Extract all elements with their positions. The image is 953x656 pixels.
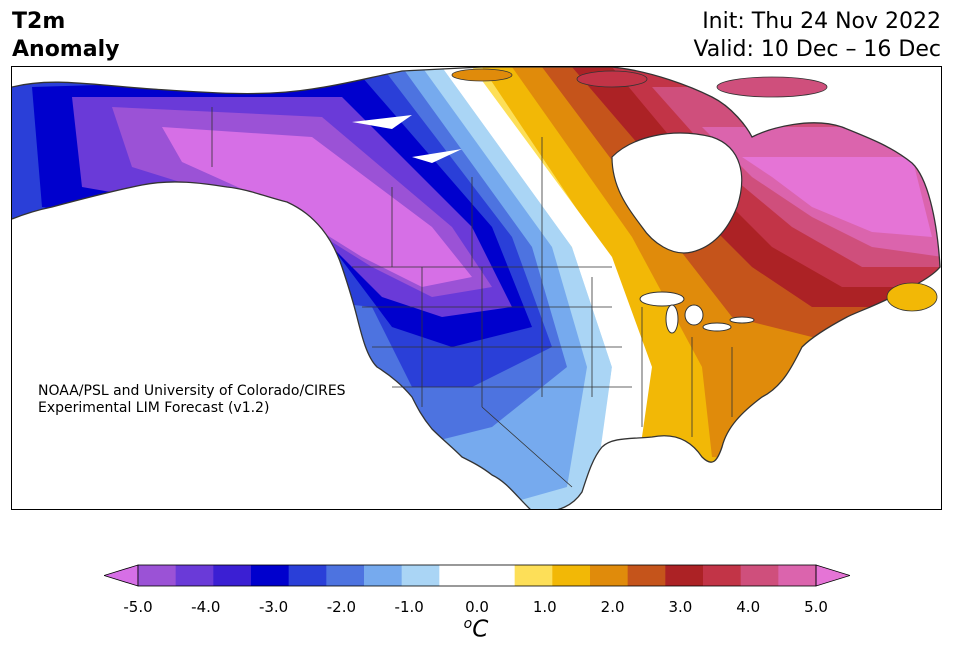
colorbar-unit: oC	[464, 616, 489, 643]
colorbar-outline	[137, 564, 817, 587]
hudson-bay	[611, 132, 743, 254]
colorbar-cell	[552, 565, 591, 586]
init-date: Init: Thu 24 Nov 2022	[702, 9, 941, 34]
colorbar-cell	[213, 565, 252, 586]
colorbar-cell	[364, 565, 403, 586]
credit-line-2: Experimental LIM Forecast (v1.2)	[38, 400, 270, 416]
colorbar-cell	[590, 565, 629, 586]
colorbar-extend-high	[815, 564, 850, 587]
colorbar-cells	[104, 564, 850, 587]
colorbar-cell	[439, 565, 478, 586]
political-borders	[211, 107, 733, 488]
colorbar-cell	[514, 565, 553, 586]
title-line-1: T2m	[12, 9, 66, 34]
valid-dates: Valid: 10 Dec – 16 Dec	[693, 37, 941, 62]
colorbar-tick-label: -5.0	[123, 598, 153, 616]
colorbar-cell	[477, 565, 516, 586]
colorbar-tick-label: -1.0	[394, 598, 424, 616]
colorbar-tick-label: 2.0	[600, 598, 625, 616]
map-canvas	[12, 67, 941, 509]
credit-line-1: NOAA/PSL and University of Colorado/CIRE…	[38, 383, 346, 399]
forecast-dates: Init: Thu 24 Nov 2022 Valid: 10 Dec – 16…	[693, 8, 941, 64]
unit-degree: o	[463, 616, 473, 632]
colorbar-tick-label: -4.0	[191, 598, 221, 616]
colorbar-tick-label: 5.0	[804, 598, 828, 616]
colorbar-cell	[401, 565, 440, 586]
colorbar-tick-label: -3.0	[258, 598, 289, 616]
colorbar-tick-label: 0.0	[465, 598, 489, 616]
colorbar-cell	[138, 565, 177, 586]
colorbar-extend-low	[104, 564, 139, 587]
colorbar-cell	[251, 565, 290, 586]
colorbar-cell	[665, 565, 704, 586]
colorbar-tick-label: -2.0	[326, 598, 357, 616]
colorbar-cell	[778, 565, 817, 586]
colorbar-tick-label: 1.0	[532, 598, 557, 616]
coastline	[12, 67, 941, 509]
colorbar-cell	[703, 565, 742, 586]
colorbar-cell	[175, 565, 214, 586]
great-lakes	[639, 291, 755, 334]
arctic-islands	[451, 68, 938, 312]
title-line-2: Anomaly	[12, 37, 120, 62]
credit-text: NOAA/PSL and University of Colorado/CIRE…	[38, 383, 346, 417]
unit-letter: C	[472, 616, 489, 643]
colorbar-cell	[740, 565, 779, 586]
colorbar-cell	[326, 565, 365, 586]
colorbar	[104, 564, 850, 587]
colorbar-tick-label: 3.0	[668, 598, 693, 616]
colorbar-cell	[627, 565, 666, 586]
colorbar-tick-label: 4.0	[736, 598, 761, 616]
anomaly-map	[11, 66, 942, 510]
anomaly-fill	[12, 67, 940, 509]
colorbar-cell	[288, 565, 327, 586]
neutral-streaks	[352, 115, 462, 163]
map-title: T2m Anomaly	[12, 8, 119, 64]
